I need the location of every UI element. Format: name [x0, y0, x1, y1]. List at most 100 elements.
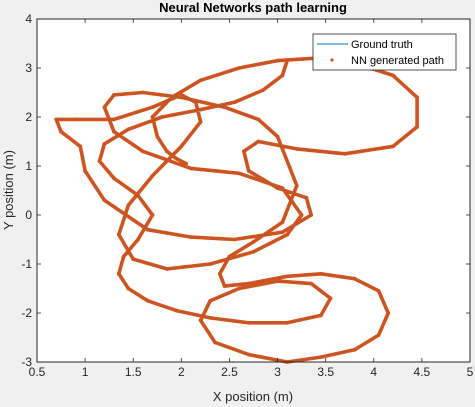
nn-path-point [174, 156, 179, 161]
nn-path-point [386, 311, 391, 315]
nn-path-point [116, 271, 121, 276]
nn-path-point [140, 149, 145, 154]
nn-path-point [169, 95, 174, 100]
nn-path-point [150, 115, 155, 119]
nn-path-point [59, 129, 63, 134]
nn-path-point [285, 274, 290, 279]
nn-path-point [102, 142, 107, 146]
y-tick-label: 1 [25, 159, 32, 173]
plot-area [37, 19, 470, 362]
nn-path-point [309, 213, 314, 217]
y-tick-label: 0 [25, 208, 32, 222]
nn-path-point [319, 355, 323, 359]
nn-path-point [222, 284, 227, 288]
nn-path-point [189, 235, 193, 240]
nn-path-point [112, 93, 116, 97]
nn-path-point [251, 240, 256, 244]
nn-path-point [217, 271, 222, 276]
nn-path-point [213, 340, 217, 345]
nn-path-point [116, 232, 121, 237]
nn-path-point [237, 286, 242, 291]
nn-path-point [126, 203, 131, 208]
nn-path-point [198, 107, 203, 112]
x-tick-label: 4.5 [414, 365, 431, 379]
nn-path-point [83, 169, 87, 173]
nn-path-point [352, 347, 357, 352]
x-axis-label: X position (m) [213, 389, 293, 404]
x-tick-label: 5 [467, 365, 474, 379]
y-tick-label: -1 [21, 257, 32, 271]
nn-path-point [140, 90, 145, 95]
nn-path-point [309, 281, 314, 286]
nn-path-point [246, 352, 251, 357]
axes-box [36, 18, 471, 363]
y-tick-label: -2 [21, 306, 32, 320]
x-tick-label: 2.5 [221, 365, 238, 379]
nn-path-point [160, 115, 165, 119]
nn-path-point [285, 58, 290, 63]
chart-title: Neural Networks path learning [159, 0, 347, 15]
nn-path-point [232, 237, 237, 242]
y-axis-label: Y position (m) [1, 150, 16, 230]
nn-path-point [294, 183, 299, 188]
nn-path-point [280, 230, 285, 235]
nn-path-point [174, 308, 179, 313]
x-tick-label: 1 [82, 365, 89, 379]
x-tick-label: 3 [274, 365, 281, 379]
nn-path-point [198, 78, 203, 83]
nn-path-point [227, 254, 232, 259]
nn-path-point [198, 120, 203, 124]
nn-path-point [232, 100, 237, 105]
nn-path-point [352, 276, 357, 281]
nn-path-point [376, 289, 381, 293]
nn-path-point [121, 254, 126, 259]
nn-path-point [198, 318, 203, 323]
nn-path-point [189, 166, 193, 171]
nn-path-point [145, 298, 150, 303]
nn-path-point [299, 213, 304, 217]
nn-path-point [237, 66, 242, 70]
nn-path-point [193, 100, 198, 105]
nn-path-point [131, 257, 136, 261]
ticks-layer [36, 18, 471, 363]
legend-nn-path-label: NN generated path [351, 55, 444, 67]
nn-path-point [285, 232, 290, 237]
nn-path-point [179, 144, 184, 149]
ground-truth-line [55, 57, 418, 363]
nn-path-point [145, 227, 150, 232]
nn-path-point [136, 237, 140, 242]
nn-path-point [208, 298, 213, 303]
nn-path-point [150, 173, 155, 178]
nn-path-point [150, 213, 155, 217]
tick-labels-layer: 0.5 1 1.5 2 2.5 3 3.5 4 4.5 5 -3 -2 -1 0 1 2 3 4 [21, 12, 473, 379]
nn-path-point [112, 117, 116, 122]
nn-path-point [256, 139, 261, 144]
nn-path-point [126, 127, 131, 132]
nn-path-point [304, 195, 309, 200]
nn-path-point [294, 147, 299, 151]
nn-path-point [165, 149, 169, 154]
nn-path-point [126, 286, 131, 291]
nn-path-point [251, 249, 256, 254]
nn-path-point [208, 316, 213, 320]
legend-ground-truth-label: Ground truth [351, 39, 413, 51]
nn-path-point [376, 333, 381, 337]
nn-path-point [246, 281, 251, 286]
nn-path-point [280, 186, 285, 191]
y-tick-label: 2 [25, 110, 32, 124]
series-layer [54, 56, 419, 364]
nn-path-point [102, 198, 107, 203]
nn-generated-path-trace [54, 56, 419, 364]
nn-path-point [415, 95, 419, 100]
nn-path-point [112, 176, 116, 181]
nn-path-point [328, 296, 333, 301]
nn-path-point [78, 144, 83, 149]
nn-path-point [319, 271, 323, 276]
legend-nn-path-marker-sample [330, 58, 334, 62]
nn-path-point [285, 320, 290, 325]
nn-path-point [54, 117, 59, 122]
nn-path-point [102, 105, 107, 110]
nn-path-point [237, 171, 242, 176]
nn-path-point [165, 267, 169, 271]
